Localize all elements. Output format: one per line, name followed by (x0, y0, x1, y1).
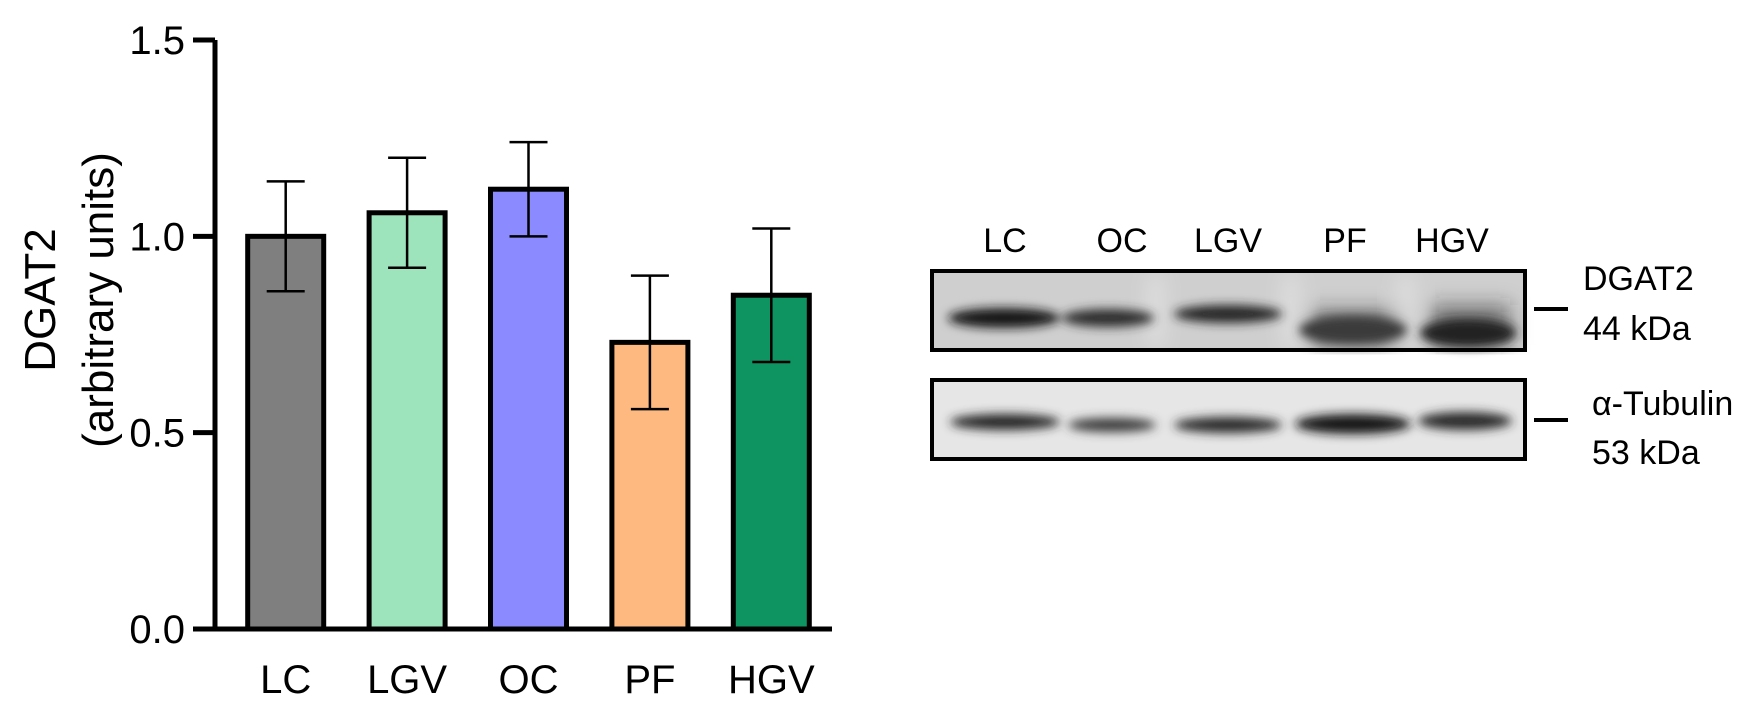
y-tick-label: 0.5 (129, 412, 185, 456)
dgat2-size-label: 44 kDa (1583, 310, 1691, 348)
y-tick-label: 1.0 (129, 215, 185, 259)
tubulin-blot-panel (930, 378, 1527, 461)
blot-lane-label-2: OC (1097, 222, 1148, 260)
y-axis-ticks: 0.0 0.5 1.0 1.5 (129, 19, 215, 652)
y-tick-label: 0.0 (129, 608, 185, 652)
bars (245, 186, 812, 632)
y-axis-title: DGAT2 (16, 228, 65, 371)
bar-chart: DGAT2 (arbitrary units) 0.00.51.01.5 LC L… (16, 19, 832, 701)
bar-oc (488, 186, 569, 632)
bar-lc (245, 233, 327, 632)
tubulin-label: α-Tubulin (1592, 385, 1733, 423)
blot-lane-label-3: LGV (1194, 222, 1262, 260)
x-tick-label-lc: LC (260, 658, 311, 701)
error-bars (266, 140, 791, 411)
blot-lane-label-1: LC (983, 222, 1026, 260)
x-tick-label-oc: OC (499, 658, 559, 701)
dgat2-blot-panel (930, 269, 1527, 352)
x-tick-label-hgv: HGV (728, 658, 815, 701)
dgat2-label: DGAT2 (1583, 260, 1694, 298)
bar-lgv (366, 210, 448, 632)
x-tick-label-lgv: LGV (367, 658, 447, 701)
western-blot: LC OC LGV PF HGV (930, 222, 1733, 472)
y-tick-label: 1.5 (129, 19, 185, 63)
y-axis-label: DGAT2 (arbitrary units) (16, 152, 123, 448)
x-tick-label-pf: PF (624, 658, 675, 701)
y-axis-subtitle: (arbitrary units) (74, 152, 123, 448)
blot-lane-label-5: HGV (1415, 222, 1489, 260)
blot-lane-label-4: PF (1323, 222, 1366, 260)
tubulin-size-label: 53 kDa (1592, 434, 1700, 472)
x-axis-labels: LC LGV OC PF HGV (260, 658, 815, 701)
